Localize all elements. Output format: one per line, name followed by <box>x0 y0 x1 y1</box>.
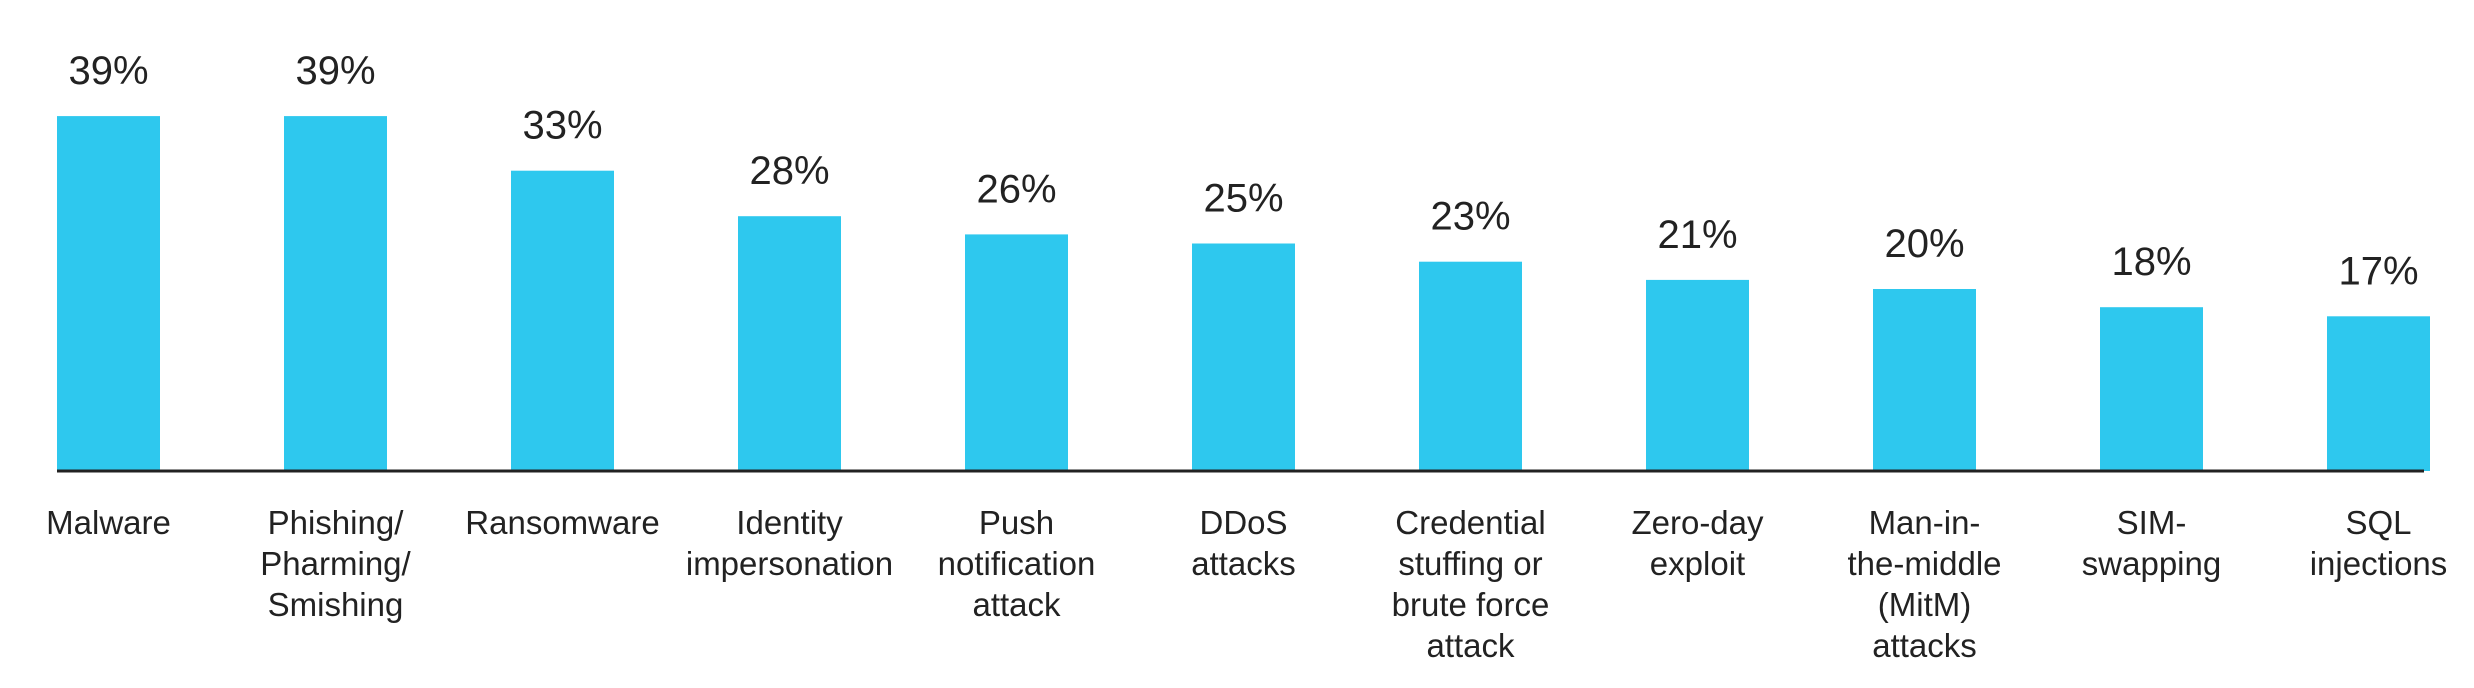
bar <box>2327 316 2430 471</box>
value-label: 20% <box>1884 222 1964 266</box>
bar <box>738 216 841 471</box>
bar <box>1646 279 1749 471</box>
category-label: SQL injections <box>2309 504 2448 582</box>
value-label: 18% <box>2111 240 2191 284</box>
bar <box>1873 289 1976 471</box>
value-label: 17% <box>2338 249 2418 293</box>
bar <box>1192 243 1295 471</box>
bar <box>511 170 614 471</box>
value-label: 33% <box>522 104 602 148</box>
value-label: 23% <box>1430 195 1510 239</box>
bar <box>1419 261 1522 471</box>
value-label: 28% <box>749 149 829 193</box>
value-label: 21% <box>1657 213 1737 257</box>
category-label: Ransomware <box>465 504 660 541</box>
category-label: Identity impersonation <box>685 504 894 582</box>
category-label: Man-in- the-middle (MitM) attacks <box>1847 504 2002 664</box>
bar <box>57 116 160 471</box>
category-label: Phishing/ Pharming/ Smishing <box>260 504 411 623</box>
category-label: Zero-day exploit <box>1631 504 1764 582</box>
value-label: 39% <box>295 49 375 93</box>
category-label: DDoS attacks <box>1191 504 1296 582</box>
value-label: 39% <box>68 49 148 93</box>
value-label: 25% <box>1203 177 1283 221</box>
category-label: Push notification attack <box>937 504 1096 623</box>
category-label: Malware <box>46 504 171 541</box>
bar <box>2100 307 2203 471</box>
bar <box>284 116 387 471</box>
value-label: 26% <box>976 167 1056 211</box>
bar <box>965 234 1068 471</box>
category-label: Credential stuffing or brute force attac… <box>1391 504 1550 664</box>
category-label: SIM- swapping <box>2081 504 2222 582</box>
